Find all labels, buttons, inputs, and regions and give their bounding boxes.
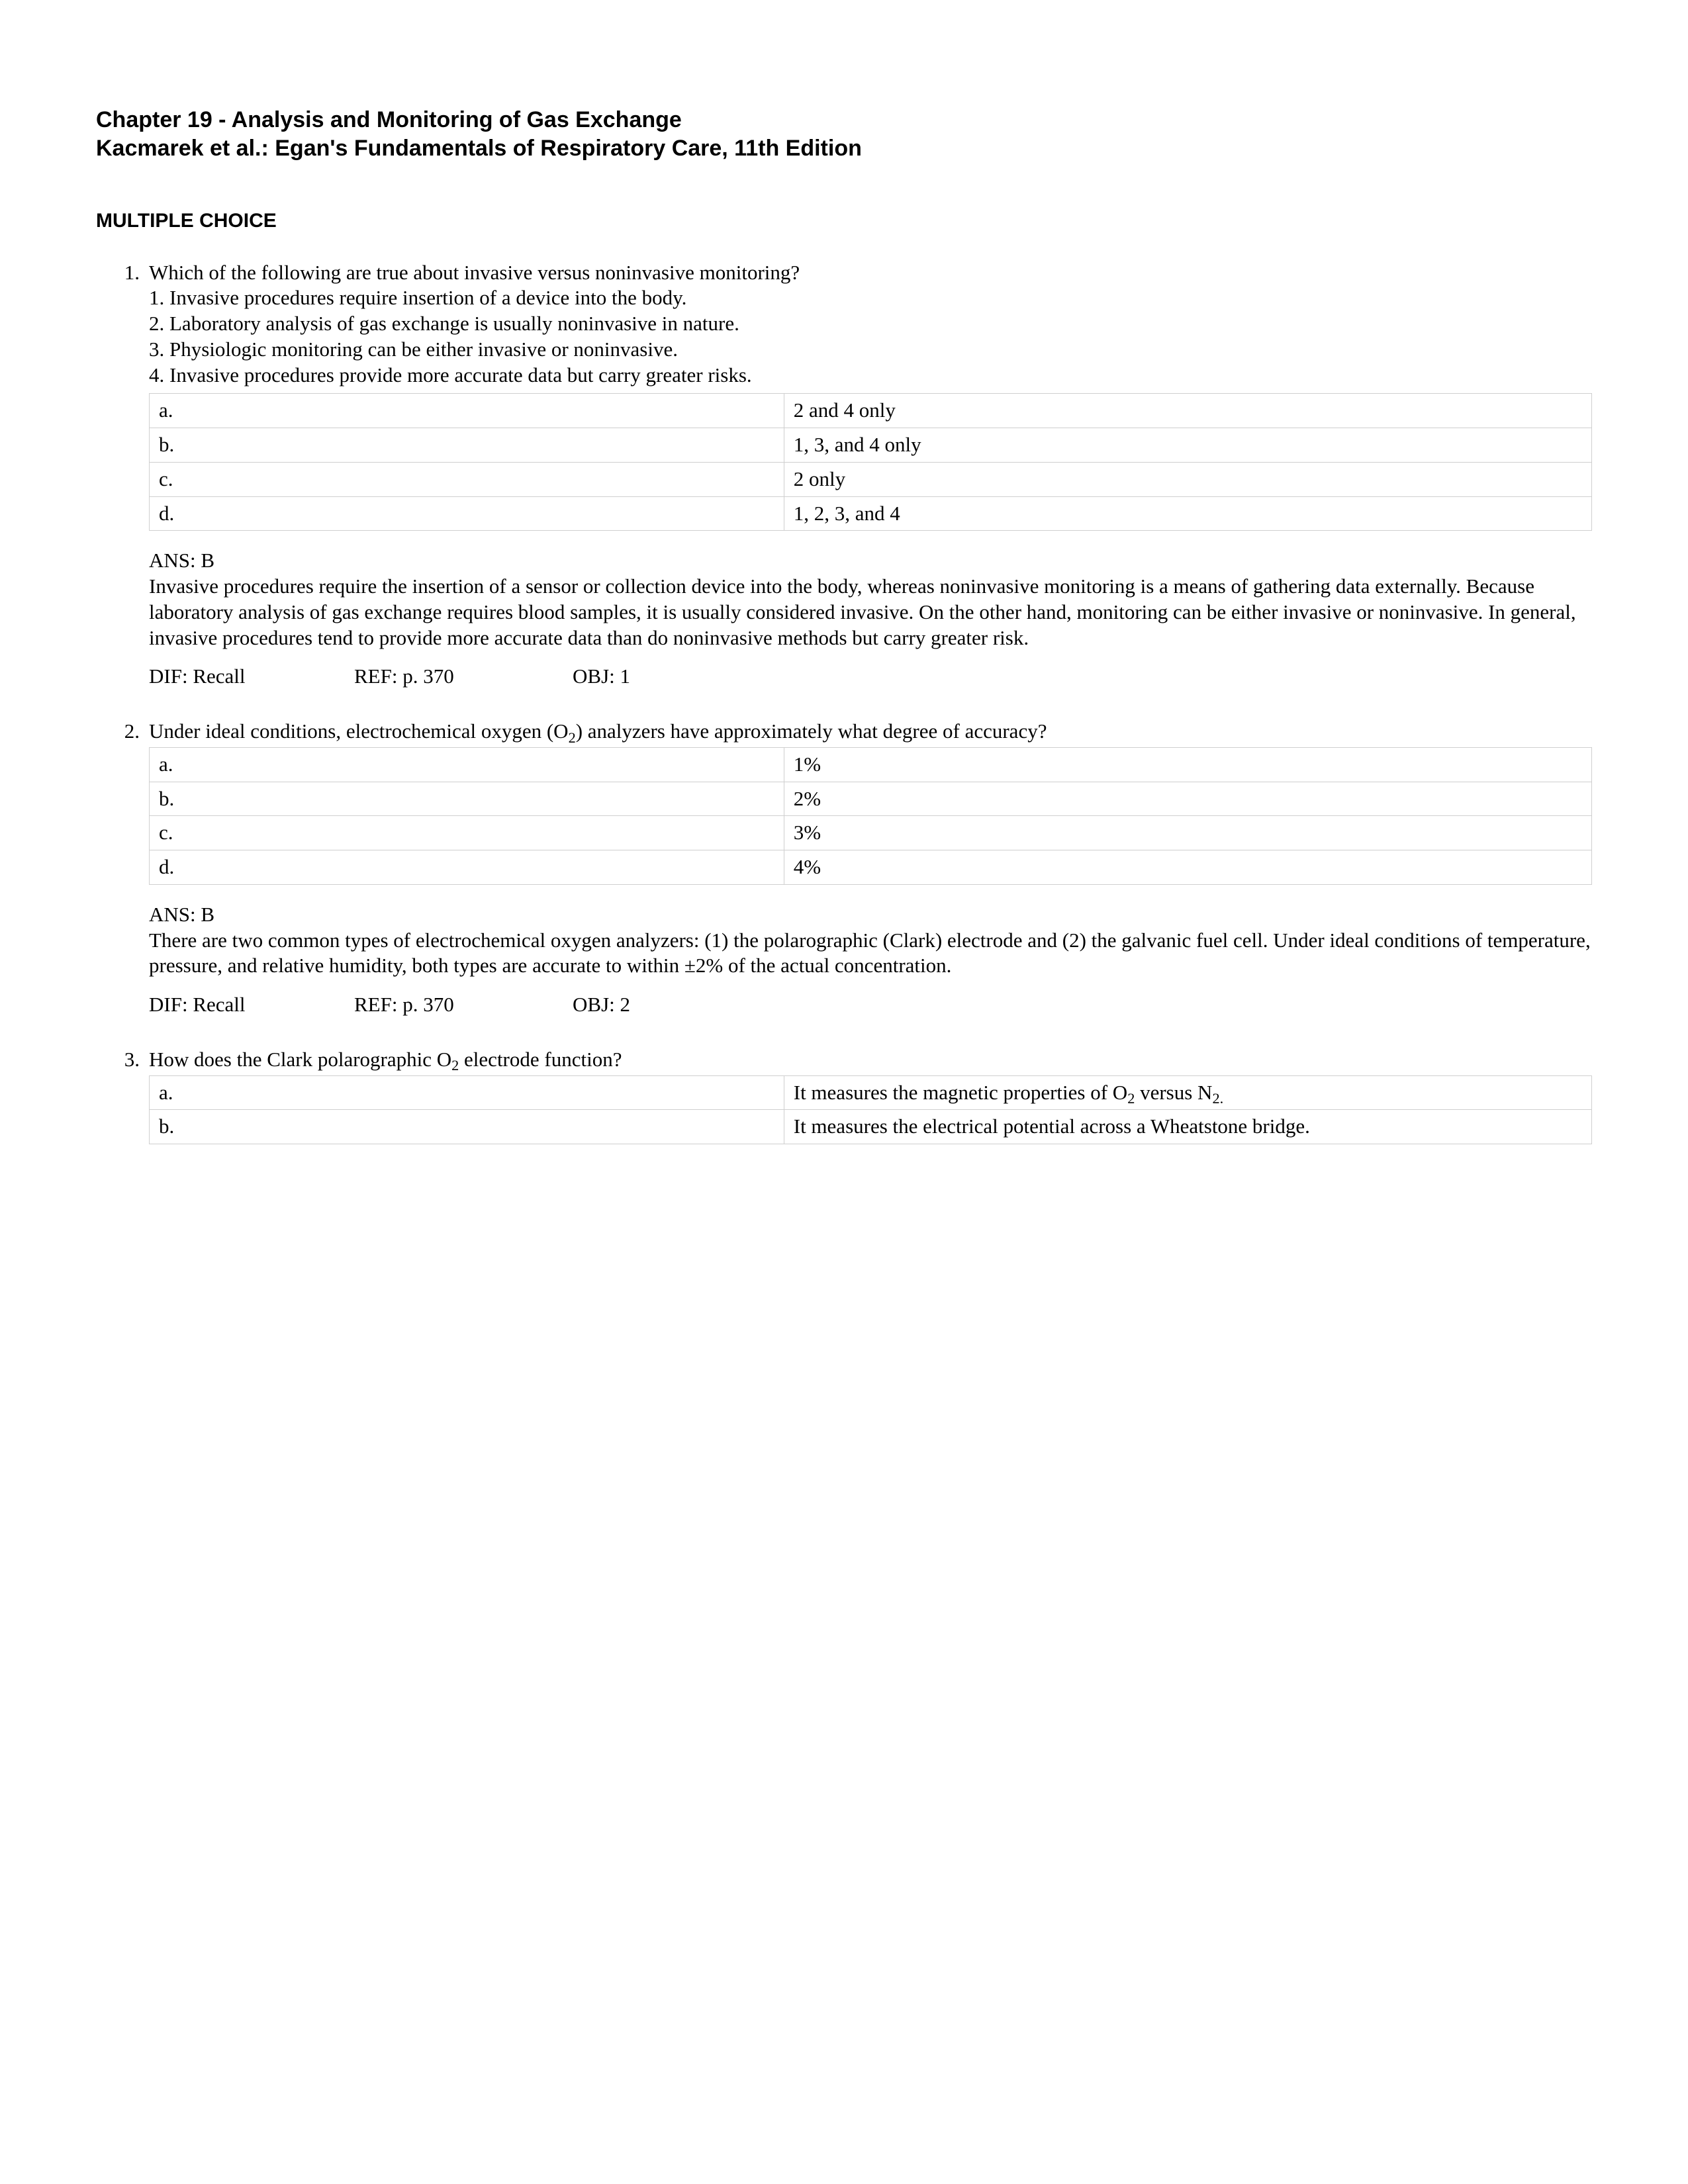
options-table: a.2 and 4 onlyb.1, 3, and 4 onlyc.2 only… <box>149 393 1592 531</box>
statement: 1. Invasive procedures require insertion… <box>149 285 1592 311</box>
ref-tag: REF: p. 370 <box>354 992 573 1018</box>
answer-block: ANS: BThere are two common types of elec… <box>149 902 1592 979</box>
question: 3.How does the Clark polarographic O2 el… <box>96 1047 1592 1144</box>
option-text: It measures the magnetic properties of O… <box>784 1075 1591 1110</box>
option-text: 2% <box>784 782 1591 816</box>
option-letter: a. <box>150 1075 784 1110</box>
questions-container: 1.Which of the following are true about … <box>96 260 1592 1145</box>
option-text: 1% <box>784 747 1591 782</box>
table-row: a.1% <box>150 747 1592 782</box>
table-row: b.1, 3, and 4 only <box>150 428 1592 463</box>
options-table: a.It measures the magnetic properties of… <box>149 1075 1592 1145</box>
explanation: Invasive procedures require the insertio… <box>149 574 1592 651</box>
option-letter: a. <box>150 747 784 782</box>
answer-line: ANS: B <box>149 902 1592 928</box>
option-text: 1, 3, and 4 only <box>784 428 1591 463</box>
option-text: 3% <box>784 816 1591 850</box>
page-header: Chapter 19 - Analysis and Monitoring of … <box>96 106 1592 162</box>
header-line-1: Chapter 19 - Analysis and Monitoring of … <box>96 106 1592 134</box>
obj-tag: OBJ: 2 <box>573 992 731 1018</box>
dif-tag: DIF: Recall <box>149 664 354 690</box>
question-number: 2. <box>96 719 149 745</box>
answer-block: ANS: BInvasive procedures require the in… <box>149 548 1592 651</box>
obj-tag: OBJ: 1 <box>573 664 731 690</box>
statement: 2. Laboratory analysis of gas exchange i… <box>149 311 1592 337</box>
option-text: 2 and 4 only <box>784 394 1591 428</box>
ref-tag: REF: p. 370 <box>354 664 573 690</box>
question-text: Under ideal conditions, electrochemical … <box>149 719 1592 745</box>
section-title: MULTIPLE CHOICE <box>96 208 1592 234</box>
question: 2.Under ideal conditions, electrochemica… <box>96 719 1592 1018</box>
option-text: It measures the electrical potential acr… <box>784 1110 1591 1144</box>
question: 1.Which of the following are true about … <box>96 260 1592 690</box>
answer-line: ANS: B <box>149 548 1592 574</box>
statement: 3. Physiologic monitoring can be either … <box>149 337 1592 363</box>
options-table: a.1%b.2%c.3%d.4% <box>149 747 1592 885</box>
header-line-2: Kacmarek et al.: Egan's Fundamentals of … <box>96 134 1592 163</box>
option-letter: d. <box>150 496 784 531</box>
option-text: 4% <box>784 850 1591 885</box>
question-number: 3. <box>96 1047 149 1073</box>
table-row: a.It measures the magnetic properties of… <box>150 1075 1592 1110</box>
option-letter: b. <box>150 1110 784 1144</box>
table-row: d.4% <box>150 850 1592 885</box>
statement: 4. Invasive procedures provide more accu… <box>149 363 1592 388</box>
question-statements: 1. Invasive procedures require insertion… <box>149 285 1592 388</box>
option-text: 2 only <box>784 462 1591 496</box>
option-letter: b. <box>150 782 784 816</box>
table-row: a.2 and 4 only <box>150 394 1592 428</box>
option-letter: b. <box>150 428 784 463</box>
question-text: Which of the following are true about in… <box>149 260 1592 286</box>
question-number: 1. <box>96 260 149 286</box>
table-row: d.1, 2, 3, and 4 <box>150 496 1592 531</box>
option-letter: c. <box>150 462 784 496</box>
tags-line: DIF: RecallREF: p. 370OBJ: 2 <box>149 992 1592 1018</box>
dif-tag: DIF: Recall <box>149 992 354 1018</box>
option-letter: d. <box>150 850 784 885</box>
table-row: c.3% <box>150 816 1592 850</box>
explanation: There are two common types of electroche… <box>149 928 1592 979</box>
table-row: b.It measures the electrical potential a… <box>150 1110 1592 1144</box>
table-row: c.2 only <box>150 462 1592 496</box>
option-text: 1, 2, 3, and 4 <box>784 496 1591 531</box>
option-letter: c. <box>150 816 784 850</box>
table-row: b.2% <box>150 782 1592 816</box>
tags-line: DIF: RecallREF: p. 370OBJ: 1 <box>149 664 1592 690</box>
option-letter: a. <box>150 394 784 428</box>
question-text: How does the Clark polarographic O2 elec… <box>149 1047 1592 1073</box>
